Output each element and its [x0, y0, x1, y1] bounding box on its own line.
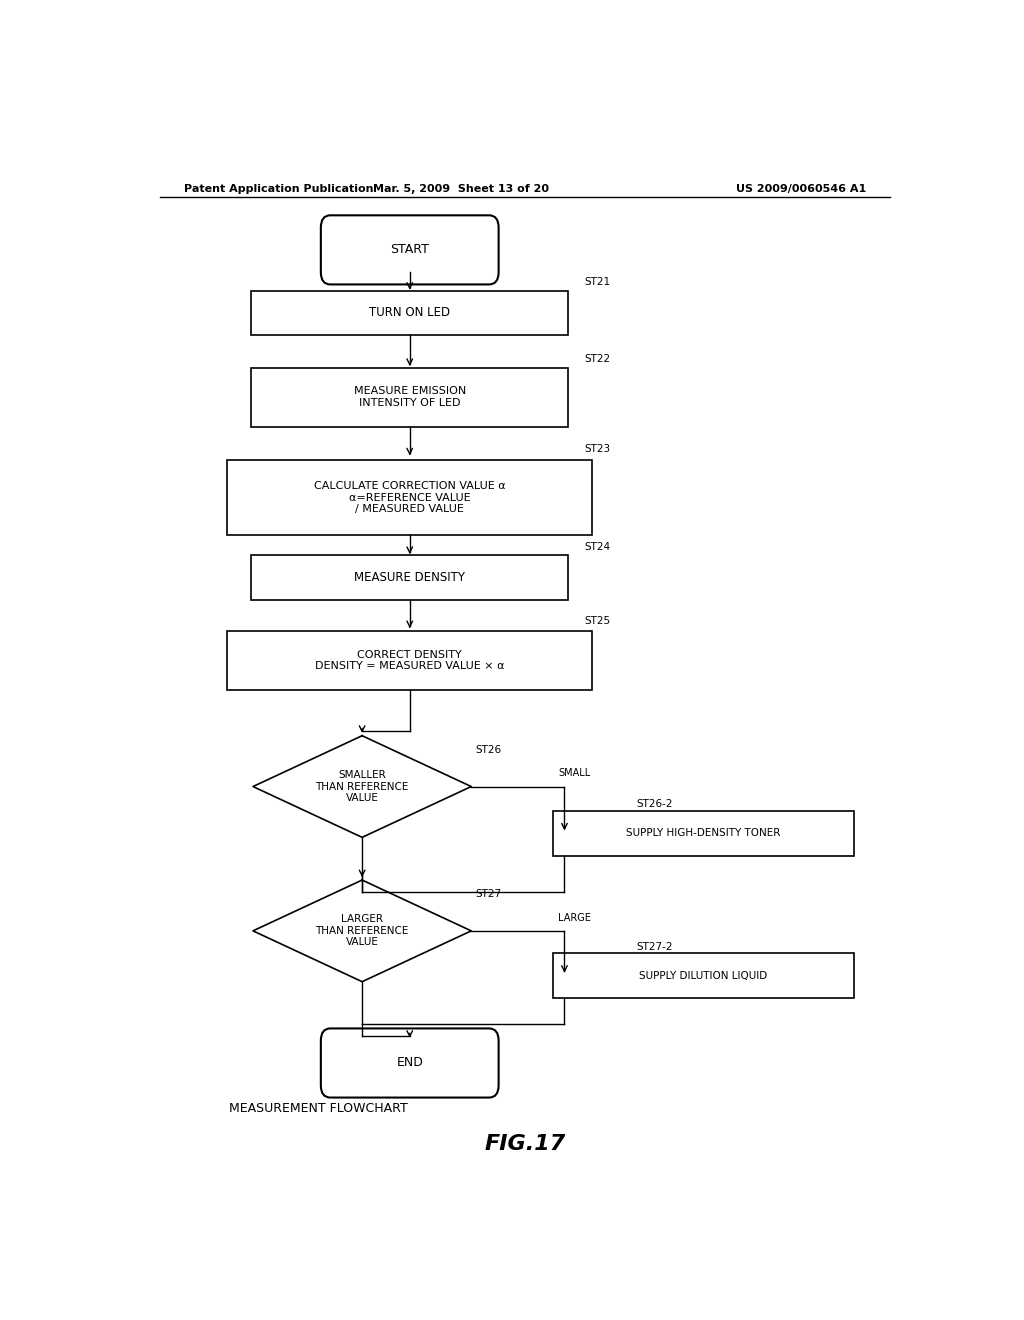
Text: ST26-2: ST26-2	[636, 799, 673, 809]
Bar	[227, 461, 592, 536]
Text: ST24: ST24	[585, 541, 610, 552]
Text: US 2009/0060546 A1: US 2009/0060546 A1	[736, 183, 866, 194]
Text: START: START	[390, 243, 429, 256]
Text: SUPPLY DILUTION LIQUID: SUPPLY DILUTION LIQUID	[639, 970, 767, 981]
Text: FIG.17: FIG.17	[484, 1134, 565, 1154]
Text: TURN ON LED: TURN ON LED	[370, 306, 451, 319]
Text: CORRECT DENSITY
DENSITY = MEASURED VALUE × α: CORRECT DENSITY DENSITY = MEASURED VALUE…	[315, 649, 505, 672]
Text: END: END	[396, 1056, 423, 1069]
Bar	[553, 810, 854, 855]
FancyBboxPatch shape	[321, 215, 499, 284]
Bar	[227, 631, 592, 690]
Bar	[251, 554, 568, 599]
Text: ST25: ST25	[585, 616, 610, 626]
Text: ST22: ST22	[585, 354, 610, 363]
Bar	[251, 290, 568, 335]
Text: SUPPLY HIGH-DENSITY TONER: SUPPLY HIGH-DENSITY TONER	[626, 828, 780, 838]
Text: MEASUREMENT FLOWCHART: MEASUREMENT FLOWCHART	[229, 1102, 408, 1115]
FancyBboxPatch shape	[321, 1028, 499, 1097]
Text: LARGER
THAN REFERENCE
VALUE: LARGER THAN REFERENCE VALUE	[315, 915, 409, 948]
Bar	[251, 368, 568, 426]
Text: ST26: ST26	[475, 744, 502, 755]
Bar	[553, 953, 854, 998]
Text: MEASURE EMISSION
INTENSITY OF LED: MEASURE EMISSION INTENSITY OF LED	[353, 387, 466, 408]
Text: Mar. 5, 2009  Sheet 13 of 20: Mar. 5, 2009 Sheet 13 of 20	[374, 183, 549, 194]
Text: ST23: ST23	[585, 444, 610, 454]
Text: SMALL: SMALL	[558, 768, 591, 779]
Text: CALCULATE CORRECTION VALUE α
α=REFERENCE VALUE
/ MEASURED VALUE: CALCULATE CORRECTION VALUE α α=REFERENCE…	[314, 482, 506, 515]
Text: MEASURE DENSITY: MEASURE DENSITY	[354, 570, 465, 583]
Text: LARGE: LARGE	[558, 912, 591, 923]
Text: ST27: ST27	[475, 890, 502, 899]
Text: ST21: ST21	[585, 277, 610, 288]
Text: Patent Application Publication: Patent Application Publication	[183, 183, 373, 194]
Text: ST27-2: ST27-2	[636, 942, 673, 952]
Text: SMALLER
THAN REFERENCE
VALUE: SMALLER THAN REFERENCE VALUE	[315, 770, 409, 803]
